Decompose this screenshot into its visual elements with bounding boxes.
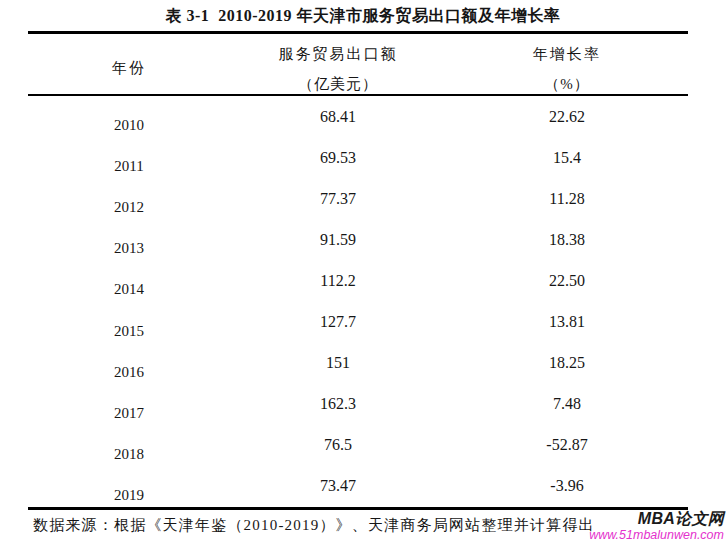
cell-export: 112.2 <box>230 260 446 301</box>
document-page: 表 3-1 2010-2019 年天津市服务贸易出口额及年增长率 年份 服务贸易… <box>0 0 726 544</box>
cell-export: 162.3 <box>230 384 446 425</box>
cell-growth: 18.38 <box>446 219 688 260</box>
watermark-brand: MBA论文网 <box>589 511 724 527</box>
table-row: 2010 68.41 22.62 <box>28 96 688 137</box>
cell-growth: 15.4 <box>446 137 688 178</box>
cell-growth: 13.81 <box>446 301 688 342</box>
cell-year: 2018 <box>28 433 230 474</box>
cell-growth: 22.62 <box>446 96 688 137</box>
table-header-row: 年份 服务贸易出口额 （亿美元） 年增长率 （%） <box>28 34 688 96</box>
cell-growth: 18.25 <box>446 343 688 384</box>
cell-year: 2014 <box>28 269 230 310</box>
cell-year: 2010 <box>28 105 230 146</box>
table-caption: 表 3-1 2010-2019 年天津市服务贸易出口额及年增长率 <box>0 6 726 26</box>
cell-export: 76.5 <box>230 425 446 466</box>
cell-growth: -3.96 <box>446 466 688 507</box>
cell-year: 2013 <box>28 228 230 269</box>
cell-export: 91.59 <box>230 219 446 260</box>
cell-growth: -52.87 <box>446 425 688 466</box>
cell-export: 69.53 <box>230 137 446 178</box>
column-header-growth-label: 年增长率 <box>446 45 688 64</box>
data-source-note: 数据来源：根据《天津年鉴（2010-2019）》、天津商务局网站整理并计算得出 <box>33 516 595 535</box>
cell-year: 2016 <box>28 351 230 392</box>
cell-export: 127.7 <box>230 301 446 342</box>
cell-year: 2011 <box>28 146 230 187</box>
column-header-growth-unit: （%） <box>446 75 688 94</box>
cell-growth: 22.50 <box>446 260 688 301</box>
cell-growth: 11.28 <box>446 178 688 219</box>
cell-year: 2019 <box>28 474 230 515</box>
site-watermark: MBA论文网 www.51mbalunwen.com <box>589 511 724 542</box>
table-body: 2010 68.41 22.62 2011 69.53 15.4 2012 77… <box>28 96 688 507</box>
column-header-export-label: 服务贸易出口额 <box>230 45 446 64</box>
cell-growth: 7.48 <box>446 384 688 425</box>
cell-export: 73.47 <box>230 466 446 507</box>
cell-year: 2017 <box>28 392 230 433</box>
cell-export: 68.41 <box>230 96 446 137</box>
data-table: 年份 服务贸易出口额 （亿美元） 年增长率 （%） 2010 68.41 22.… <box>28 31 688 510</box>
column-header-export-unit: （亿美元） <box>230 75 446 94</box>
cell-export: 77.37 <box>230 178 446 219</box>
column-header-year: 年份 <box>28 34 230 94</box>
column-header-export: 服务贸易出口额 （亿美元） <box>230 34 446 94</box>
watermark-url: www.51mbalunwen.com <box>589 529 724 542</box>
cell-year: 2012 <box>28 187 230 228</box>
cell-export: 151 <box>230 343 446 384</box>
cell-year: 2015 <box>28 310 230 351</box>
column-header-growth: 年增长率 （%） <box>446 34 688 94</box>
column-header-year-label: 年份 <box>112 59 146 78</box>
